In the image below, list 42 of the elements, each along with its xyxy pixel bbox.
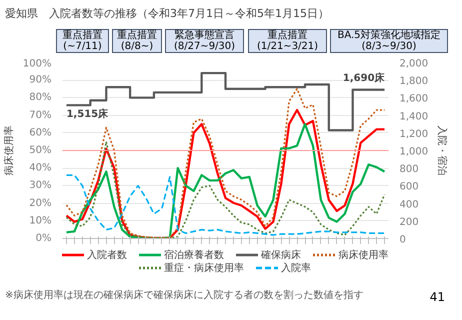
data-label: 1,690床 [342,72,386,84]
y2-tick-label: 1,600 [400,94,428,105]
legend-label: 入院率 [280,262,312,275]
text: 重点措置 (~7/11) [56,29,109,53]
legend-label: 宿泊療養者数 [162,249,224,262]
y-tick-label: 80% [29,92,52,104]
y2-tick-label: 1,000 [400,146,428,158]
line-series [66,174,386,236]
y-tick-label: 10% [29,215,52,226]
line-series [66,140,386,238]
y2-tick-label: 0 [400,234,406,246]
y-tick-label: 50% [29,145,52,156]
y2-tick-label: 400 [400,199,419,210]
data-label: 1,515床 [66,108,110,120]
y-tick-label: 90% [29,74,52,86]
text: 41 [430,289,445,306]
y2-tick-label: 1,400 [400,111,428,122]
text: ※病床使用率は現在の確保病床で確保病床に入院する者の数を割った数値を指す [5,289,364,303]
y-tick-label: 100% [22,58,52,70]
y2-tick-label: 2,000 [400,58,428,70]
text: 重点措置 (1/21~3/21) [248,29,327,53]
y2-tick-label: 1,200 [400,128,428,140]
legend-label: 入院者数 [86,249,127,262]
y2-axis-title: 入院・宿泊 [436,126,448,176]
chart-title: 愛知県 入院者数等の推移（令和3年7月1日～令和5年1月15日） [5,6,329,22]
legend-label: 確保病床 [260,249,302,262]
y-tick-label: 40% [29,162,52,174]
text: 緊急事態宣言 (8/27~9/30) [165,29,244,53]
y-tick-label: 70% [29,110,52,121]
y-tick-label: 30% [29,180,52,192]
y-tick-label: 0% [36,233,52,244]
y2-tick-label: 600 [400,182,419,193]
y-tick-label: 60% [29,127,52,138]
legend-label: 重症・病床使用率 [162,262,244,275]
text: 重点措置 (8/8~) [112,29,162,53]
y2-tick-label: 1,800 [400,76,428,88]
y2-tick-label: 800 [400,164,419,176]
y-tick-label: 20% [29,198,52,209]
y2-tick-label: 200 [400,216,419,228]
text: BA.5対策強化地域指定 (8/3~9/30) [330,29,448,53]
y-axis-title: 病床使用率 [2,126,15,176]
legend-label: 病床使用率 [337,249,388,262]
